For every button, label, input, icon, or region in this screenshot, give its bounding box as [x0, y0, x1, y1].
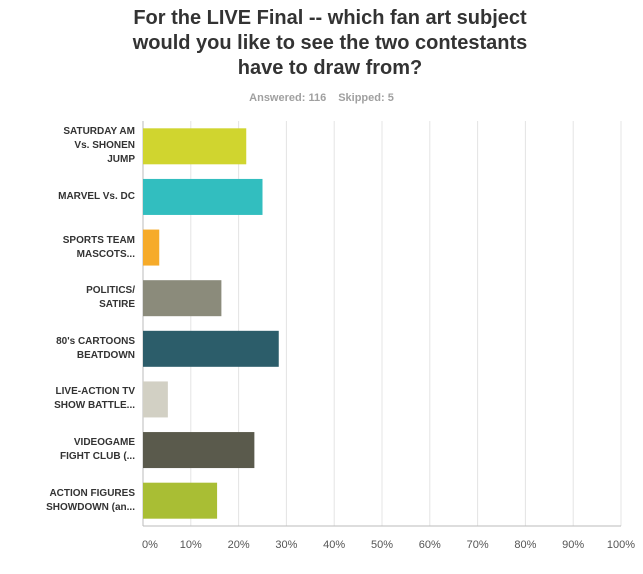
category-label: MARVEL Vs. DC: [10, 190, 135, 204]
bar: [143, 229, 160, 266]
category-label: POLITICS/SATIRE: [10, 284, 135, 312]
title-line: have to draw from?: [237, 57, 423, 79]
bar: [143, 280, 222, 317]
category-label-line: JUMP: [107, 154, 135, 166]
category-label-line: 80's CARTOONS: [56, 335, 135, 347]
bar: [143, 432, 255, 469]
bar: [143, 381, 168, 418]
category-label: 80's CARTOONS BEATDOWN: [10, 335, 135, 363]
x-tick-label: 80%: [514, 539, 536, 551]
x-tick-label: 100%: [607, 539, 635, 551]
x-tick-label: 10%: [180, 539, 202, 551]
x-tick-label: 50%: [371, 539, 393, 551]
category-label-line: VIDEOGAME: [73, 437, 135, 449]
x-tick-label: 0%: [142, 539, 158, 551]
x-tick-label: 20%: [228, 539, 250, 551]
answered-count: Answered: 116: [249, 92, 327, 104]
x-tick-label: 30%: [275, 539, 297, 551]
category-label-line: SHOWDOWN (an...: [46, 501, 135, 513]
response-stats: Answered: 116 Skipped: 5: [0, 92, 643, 104]
title-line: For the LIVE Final -- which fan art subj…: [133, 7, 527, 29]
bar: [143, 128, 247, 165]
category-label: SPORTS TEAM MASCOTS...: [10, 234, 135, 262]
x-tick-label: 40%: [323, 539, 345, 551]
category-label-line: FIGHT CLUB (...: [60, 451, 135, 463]
category-label-line: SATURDAY AM: [63, 126, 135, 138]
x-tick-label: 60%: [419, 539, 441, 551]
bar: [143, 178, 263, 215]
category-label-line: ACTION FIGURES: [49, 487, 135, 499]
x-tick-label: 70%: [467, 539, 489, 551]
category-label: VIDEOGAME FIGHT CLUB (...: [10, 436, 135, 464]
bar: [143, 482, 218, 519]
category-label-line: LIVE-ACTION TV: [55, 386, 135, 398]
chart-title: For the LIVE Final -- which fan art subj…: [80, 6, 580, 81]
skipped-count: Skipped: 5: [338, 92, 394, 104]
x-tick-label: 90%: [562, 539, 584, 551]
category-label-line: SATIRE: [99, 299, 135, 311]
category-label-line: SPORTS TEAM: [62, 234, 135, 246]
category-label: LIVE-ACTION TV SHOW BATTLE...: [10, 385, 135, 413]
category-label-line: POLITICS/: [86, 285, 135, 297]
category-label: SATURDAY AM Vs. SHONEN JUMP: [10, 125, 135, 167]
category-label-line: Vs. SHONEN: [74, 140, 135, 152]
category-label-line: BEATDOWN: [76, 349, 135, 361]
title-line: would you like to see the two contestant…: [132, 32, 528, 54]
category-label-line: SHOW BATTLE...: [54, 400, 135, 412]
category-label-line: MARVEL Vs. DC: [58, 190, 135, 202]
category-label: ACTION FIGURES SHOWDOWN (an...: [10, 487, 135, 515]
category-label-line: MASCOTS...: [76, 248, 135, 260]
bar: [143, 330, 279, 367]
